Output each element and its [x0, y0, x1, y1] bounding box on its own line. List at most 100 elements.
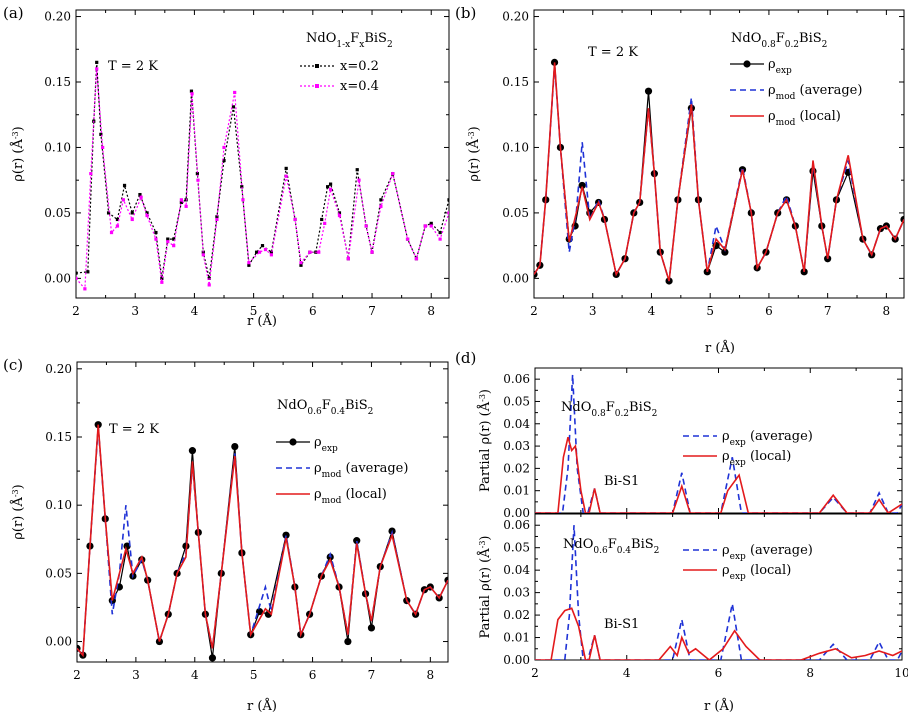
data-point: [444, 576, 448, 584]
x-tick-label: 4: [623, 666, 631, 680]
legend-marker: [743, 60, 751, 68]
legend-sub: exp: [730, 572, 746, 582]
data-point: [260, 244, 265, 248]
panel-c: 2 3 4 5 6 7 8 0.00 0.05 0.10 0.15 0.20 (c) r (Å) ρ(r) …: [3, 356, 449, 714]
bond-annotation: Bi-S1: [604, 474, 639, 489]
legend-entry: ρmod (local): [276, 487, 387, 506]
x-tick-label: 8: [427, 304, 435, 318]
x-tick-label: 7: [368, 668, 376, 682]
ylabel-sup: -3: [467, 131, 476, 139]
y-tick-label: 0.01: [503, 484, 530, 498]
x-tick-label: 5: [706, 304, 714, 318]
x-tick-label: 4: [191, 668, 199, 682]
data-point: [429, 224, 433, 228]
y-tick-label: 0.20: [44, 10, 71, 24]
ylabel-sup: -3: [478, 394, 487, 402]
data-point: [346, 257, 350, 261]
legend-symbol: ρ: [314, 487, 322, 502]
y-tick-label: 0.15: [45, 430, 72, 444]
data-point: [207, 276, 211, 280]
data-point: [241, 198, 245, 202]
formula-base: NdO: [731, 31, 761, 46]
legend-tail: (local): [746, 449, 791, 464]
x-tick-label: 7: [824, 304, 832, 318]
data-point: [172, 244, 176, 248]
series-x-0-2: [76, 60, 449, 280]
temperature-annotation: T = 2 K: [588, 45, 638, 60]
legend-sub: exp: [776, 66, 792, 76]
data-point: [370, 250, 374, 254]
series-line: [535, 436, 902, 513]
legend-label: ρexp: [314, 435, 338, 454]
x-tick-label: 3: [132, 668, 140, 682]
legend-tail: (local): [341, 487, 386, 502]
data-point: [130, 217, 134, 222]
data-point: [179, 198, 183, 202]
data-point: [284, 166, 288, 170]
data-point: [578, 181, 586, 190]
formula-sub: 0.6: [307, 407, 322, 417]
x-tick-label: 8: [427, 668, 435, 682]
legend-marker: [289, 438, 297, 446]
data-point: [320, 217, 324, 222]
y-tick-label: 0.02: [503, 608, 530, 622]
y-axis-label: ρ(r) (Å-3): [10, 126, 26, 181]
y-axis-label: ρ(r) (Å-3): [466, 126, 482, 181]
data-point: [299, 261, 303, 265]
data-point: [405, 237, 410, 241]
legend-label: ρexp (average): [722, 429, 813, 448]
data-point: [231, 442, 239, 451]
legend-entry: ρexp (average): [683, 543, 813, 562]
data-point: [328, 187, 333, 191]
data-point: [208, 654, 217, 662]
ylabel-main: Partial ρ(r) (Å: [477, 401, 493, 492]
data-point: [215, 217, 219, 222]
data-point: [121, 198, 125, 202]
data-point: [190, 92, 194, 96]
data-point: [222, 158, 226, 163]
legend-label: x=0.2: [340, 59, 379, 74]
plot-frame: [533, 9, 905, 299]
y-tick-label: 0.15: [44, 75, 71, 89]
data-point: [115, 224, 120, 228]
legend-label: ρmod (local): [768, 109, 841, 128]
data-point: [254, 250, 259, 254]
series-line: [535, 374, 902, 513]
data-point: [326, 185, 330, 189]
data-point: [308, 250, 312, 254]
data-point: [644, 87, 653, 95]
series-line: [77, 424, 448, 658]
legend-title: NdO0.8F0.2BiS2: [561, 400, 657, 419]
ylabel-close: ): [478, 389, 493, 394]
x-tick-label: 6: [715, 666, 723, 680]
series-line: [76, 62, 449, 279]
x-axis-label: r (Å): [705, 340, 735, 356]
y-tick-label: 0.10: [45, 498, 72, 512]
formula-tail: BiS: [364, 31, 387, 46]
data-point: [414, 257, 419, 261]
x-tick-label: 6: [309, 668, 317, 682]
legend-title: NdO1-xFxBiS2: [306, 31, 393, 50]
legend-sub: mod: [322, 496, 342, 506]
y-axis-label: Partial ρ(r) (Å-3): [477, 389, 493, 492]
legend-sub: mod: [322, 470, 342, 480]
legend-label: ρexp (local): [722, 449, 791, 468]
y-tick-label: 0.03: [503, 439, 530, 453]
series-mod-local: [77, 424, 448, 658]
legend-entry: ρexp: [730, 57, 792, 76]
ylabel-main: ρ(r) (Å: [466, 139, 482, 182]
data-point: [179, 200, 183, 205]
data-point: [269, 253, 273, 257]
x-tick-label: 2: [531, 666, 539, 680]
data-point: [240, 185, 244, 189]
data-point: [99, 132, 103, 136]
formula-mid: F: [322, 398, 331, 413]
formula-tail: BiS: [631, 537, 654, 552]
formula-tail: BiS: [799, 31, 822, 46]
x-tick-label: 10: [894, 666, 908, 680]
y-tick-label: 0.00: [45, 635, 72, 649]
series-line: [534, 62, 904, 282]
legend-tail: (average): [746, 543, 813, 558]
data-point: [83, 287, 87, 291]
